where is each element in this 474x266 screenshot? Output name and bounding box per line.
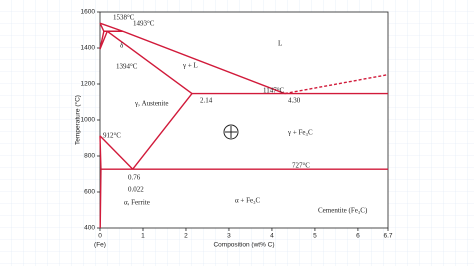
annotation: 1394°C [116, 63, 138, 71]
phase-boundary [99, 31, 105, 50]
x-tick-label: 6.7 [383, 233, 392, 240]
annotation: Cementite (Fe₃C) [318, 207, 368, 215]
phase-boundary [99, 22, 123, 32]
y-tick-label: 800 [84, 153, 95, 160]
annotation: α + Fe₃C [235, 197, 261, 205]
annotation: γ, Austenite [134, 100, 168, 108]
x-tick-label: 1 [141, 233, 145, 240]
annotation: 0.022 [128, 186, 144, 194]
phase-boundary [284, 73, 389, 95]
x-tick-label: 2 [184, 233, 188, 240]
annotation: 4.30 [288, 97, 301, 105]
annotation: 1147°C [263, 87, 285, 95]
annotation: δ [120, 42, 124, 50]
annotation: L [278, 40, 282, 48]
phase-boundary [106, 30, 193, 95]
x-tick-label: 0 [98, 233, 102, 240]
plot-frame [99, 11, 389, 229]
x-tick-label: 6 [356, 233, 360, 240]
y-tick-label: 400 [84, 225, 95, 232]
y-tick-label: 1600 [81, 9, 96, 16]
annotation: 2.14 [200, 97, 213, 105]
phase-boundary [132, 93, 193, 170]
annotation: α, Ferrite [124, 199, 150, 207]
phase-boundary [99, 135, 102, 229]
x-axis-title: Composition (wt% C) [213, 242, 274, 249]
x-tick-label: 4 [270, 233, 274, 240]
move-cursor [223, 124, 239, 140]
x-sub-label: (Fe) [94, 242, 106, 249]
phase-boundary [99, 135, 134, 170]
annotation: 727°C [292, 162, 310, 170]
annotation: 1493°C [133, 20, 155, 28]
y-axis-title: Temperature (°C) [74, 95, 82, 145]
y-tick-label: 1000 [81, 117, 96, 124]
y-tick-label: 1400 [81, 45, 96, 52]
annotation: γ + L [182, 62, 198, 70]
x-tick-label: 3 [227, 233, 231, 240]
annotation: 1538°C [113, 14, 135, 22]
annotation: 912°C [103, 132, 121, 140]
annotation: 0.76 [128, 174, 141, 182]
y-tick-label: 600 [84, 189, 95, 196]
y-tick-label: 1200 [81, 81, 96, 88]
annotation: γ + Fe₃C [287, 129, 313, 137]
x-tick-label: 5 [313, 233, 317, 240]
